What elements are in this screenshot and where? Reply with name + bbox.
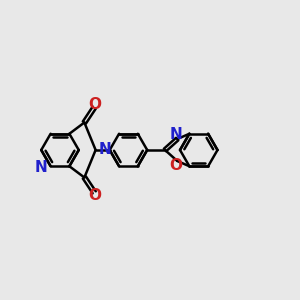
Text: N: N [99, 142, 112, 157]
Text: N: N [35, 160, 48, 175]
Text: O: O [170, 158, 183, 173]
Text: N: N [170, 127, 183, 142]
Text: O: O [89, 97, 102, 112]
Text: O: O [89, 188, 102, 203]
